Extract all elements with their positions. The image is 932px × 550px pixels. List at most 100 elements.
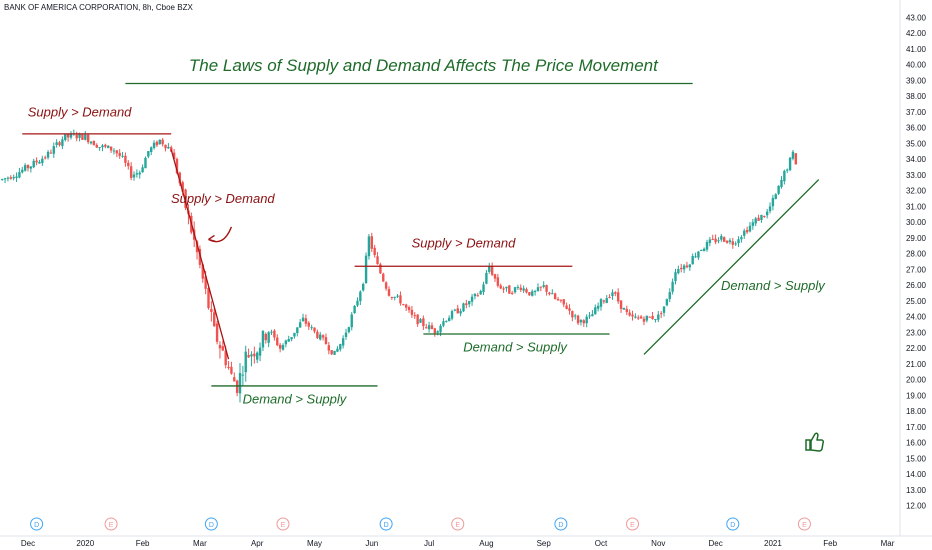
candle-body [382, 273, 385, 282]
candle-body [3, 178, 7, 180]
earnings-marker[interactable]: E [451, 517, 465, 531]
candle-body [1, 179, 4, 181]
earnings-marker[interactable]: E [797, 517, 811, 531]
candle [465, 299, 468, 309]
marker-letter: E [281, 522, 286, 529]
candle-body [485, 272, 488, 284]
candle-body [634, 316, 637, 318]
candle-body [296, 327, 299, 334]
candle [622, 307, 626, 310]
candle-body [447, 317, 451, 322]
candle [659, 311, 663, 318]
price-tick-label: 41.00 [906, 45, 927, 54]
candle [648, 316, 651, 318]
candle [602, 299, 606, 304]
candle [138, 170, 141, 179]
candle-body [115, 150, 119, 154]
candle-body [760, 214, 763, 221]
candle-body [12, 176, 15, 179]
candle-body [628, 312, 631, 316]
candle [548, 291, 551, 296]
candle [72, 129, 76, 136]
candle-body [542, 285, 545, 287]
dividend-marker[interactable]: D [30, 517, 44, 531]
candle [341, 335, 345, 349]
candle-body [685, 265, 689, 268]
candle-body [459, 311, 462, 314]
candle-body [645, 315, 649, 321]
candle [284, 339, 288, 348]
candle-body [158, 139, 161, 145]
time-tick-label: Feb [823, 539, 837, 548]
earnings-marker[interactable]: E [276, 517, 290, 531]
candle [350, 311, 353, 331]
candle [127, 160, 130, 170]
candle-body [599, 299, 603, 307]
candle [55, 139, 58, 148]
candle [43, 155, 47, 160]
candle [9, 175, 13, 180]
candle-body [582, 320, 586, 324]
candle [662, 306, 666, 317]
candle-body [419, 319, 422, 323]
candle [256, 351, 259, 364]
candle [35, 157, 38, 166]
candle [109, 146, 113, 153]
marker-circle [204, 517, 218, 531]
candle [215, 320, 219, 345]
candle [625, 305, 628, 316]
candle-body [642, 318, 646, 322]
candle-body [743, 230, 746, 236]
candle [15, 172, 18, 183]
dividend-marker[interactable]: D [379, 517, 393, 531]
dividend-marker[interactable]: D [726, 517, 740, 531]
candle-body [227, 366, 230, 368]
candle-body [639, 316, 643, 319]
candle-body [15, 176, 18, 178]
candle [382, 272, 385, 283]
candle [384, 281, 388, 291]
time-tick-label: Feb [136, 539, 150, 548]
candle-body [576, 315, 580, 324]
candle [639, 314, 643, 319]
candle [559, 299, 563, 303]
earnings-marker[interactable]: E [104, 517, 118, 531]
candle-body [35, 160, 38, 163]
candle [26, 164, 30, 172]
candle-body [436, 331, 439, 333]
dividend-marker[interactable]: D [204, 517, 218, 531]
marker-circle [626, 517, 640, 531]
earnings-marker[interactable]: E [626, 517, 640, 531]
candle [258, 342, 262, 362]
candle [510, 290, 514, 295]
candle [132, 171, 136, 181]
candle-body [384, 282, 388, 289]
candle [356, 297, 359, 307]
candle [333, 350, 336, 355]
candle [505, 286, 508, 292]
candle-body [316, 331, 319, 339]
candle-body [668, 292, 671, 300]
candle [519, 284, 522, 293]
candle [235, 379, 239, 397]
candle [562, 299, 565, 308]
candle [61, 136, 64, 150]
candle [298, 319, 302, 328]
candle-body [52, 146, 55, 154]
candle [316, 329, 319, 340]
candle-body [307, 322, 310, 327]
candle [64, 134, 67, 142]
candle [745, 226, 749, 234]
candle [399, 291, 402, 306]
candle [364, 252, 368, 284]
candle-body [253, 353, 256, 357]
candle-body [765, 211, 769, 216]
dividend-marker[interactable]: D [554, 517, 568, 531]
candle [748, 221, 752, 233]
candle-body [69, 133, 73, 138]
candle [786, 168, 789, 174]
candle [688, 263, 692, 271]
candle-body [725, 240, 729, 243]
candle [6, 176, 10, 182]
